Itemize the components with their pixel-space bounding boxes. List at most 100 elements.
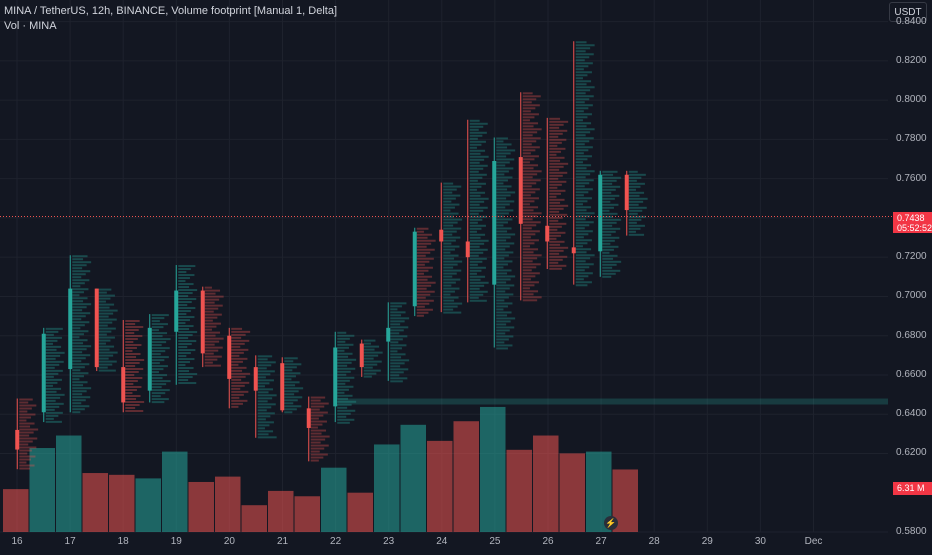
footprint-cell (337, 331, 347, 334)
footprint-cell (125, 395, 141, 397)
footprint-cell (628, 215, 646, 218)
footprint-cell (522, 122, 539, 125)
currency-button[interactable]: USDT (889, 2, 927, 22)
footprint-cell (45, 393, 65, 396)
footprint-cell (469, 230, 477, 233)
footprint-cell (549, 249, 564, 252)
footprint-cell (549, 180, 567, 183)
footprint-cell (628, 212, 638, 215)
footprint-cell (19, 410, 28, 413)
footprint-cell (469, 239, 489, 242)
footprint-cell (549, 207, 564, 210)
footprint-cell (178, 358, 195, 361)
footprint-cell (575, 230, 593, 233)
footprint-cell (178, 325, 194, 328)
footprint-cell (522, 218, 533, 221)
footprint-cell (98, 321, 113, 324)
price-tick-label: 0.5800 (896, 526, 927, 537)
footprint-cell (443, 209, 451, 212)
footprint-cell (416, 311, 429, 314)
footprint-cell (469, 242, 485, 245)
value-area-band (338, 398, 888, 405)
footprint-cell (575, 239, 592, 242)
footprint-cell (602, 239, 615, 242)
footprint-cell (602, 218, 622, 221)
footprint-cell (72, 351, 83, 354)
footprint-cell (443, 203, 460, 206)
footprint-cell (469, 293, 484, 296)
footprint-cell (549, 201, 561, 204)
footprint-cell (310, 447, 325, 450)
footprint-cell (469, 275, 486, 278)
footprint-cell (337, 334, 355, 337)
footprint-cell (257, 403, 276, 406)
footprint-cell (549, 246, 569, 249)
footprint-cell (469, 263, 478, 266)
footprint-cell (178, 316, 195, 319)
volume-bar (559, 453, 585, 532)
footprint-cell (204, 349, 219, 352)
footprint-cell (257, 358, 268, 361)
footprint-cell (363, 366, 373, 369)
footprint-cell (178, 289, 198, 292)
footprint-cell (416, 314, 424, 317)
footprint-cell (522, 239, 539, 242)
footprint-cell (602, 185, 621, 188)
footprint-cell (575, 269, 585, 272)
footprint-cell (125, 344, 142, 346)
volume-bar (56, 435, 82, 532)
footprint-cell (72, 312, 91, 315)
candle-body (227, 335, 232, 379)
lightning-bolt-icon[interactable]: ⚡ (604, 516, 618, 530)
footprint-cell (443, 290, 455, 293)
footprint-cell (178, 376, 193, 379)
footprint-cell (125, 386, 142, 388)
footprint-cell (549, 159, 561, 162)
footprint-cell (575, 59, 585, 62)
footprint-cell (575, 173, 591, 176)
footprint-cell (416, 302, 430, 305)
price-tick-label: 0.6800 (896, 329, 927, 341)
candle-body (518, 157, 523, 224)
footprint-cell (151, 398, 169, 401)
footprint-cell (496, 296, 509, 299)
footprint-cell (416, 260, 430, 263)
footprint-cell (522, 197, 539, 200)
footprint-cell (72, 390, 87, 393)
footprint-cell (284, 381, 300, 384)
footprint-cell (496, 314, 508, 317)
footprint-cell (522, 236, 531, 239)
footprint-cell (178, 295, 189, 298)
footprint-cell (125, 362, 140, 364)
footprint-cell (602, 248, 614, 251)
footprint-cell (496, 209, 514, 212)
footprint-cell (390, 377, 408, 380)
footprint-cell (45, 342, 53, 345)
footprint-cell (496, 158, 515, 161)
footprint-cell (72, 387, 92, 390)
volume-bar (453, 421, 479, 532)
footprint-cell (231, 330, 251, 333)
footprint-cell (443, 185, 462, 188)
footprint-cell (443, 221, 458, 224)
footprint-cell (549, 123, 564, 126)
footprint-cell (204, 316, 218, 319)
footprint-cell (390, 329, 404, 332)
footprint-cell (496, 167, 514, 170)
footprint-cell (45, 402, 64, 405)
footprint-cell (522, 230, 540, 233)
footprint-cell (602, 260, 622, 263)
footprint-cell (522, 263, 541, 266)
footprint-cell (284, 405, 302, 408)
footprint-cell (496, 326, 515, 329)
footprint-cell (575, 242, 588, 245)
footprint-cell (496, 332, 506, 335)
footprint-cell (469, 236, 481, 239)
footprint-cell (496, 227, 512, 230)
footprint-cell (98, 330, 112, 333)
footprint-cell (602, 236, 620, 239)
footprint-cell (549, 261, 559, 264)
footprint-cell (151, 377, 163, 380)
